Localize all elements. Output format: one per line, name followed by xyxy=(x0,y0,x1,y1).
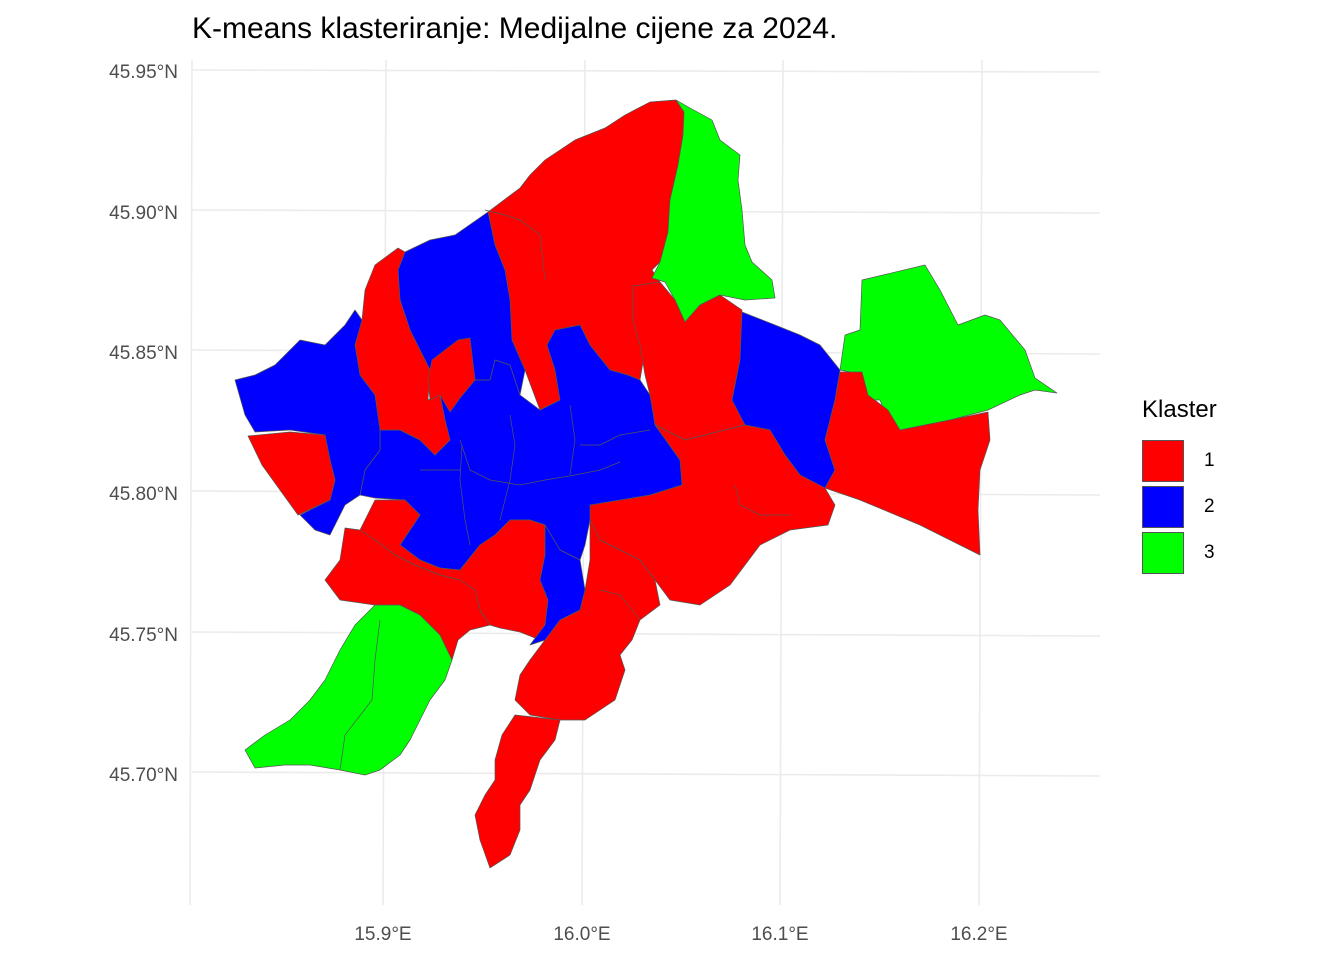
district-cluster-1[interactable] xyxy=(824,371,991,556)
lon-tick-label: 16.2°E xyxy=(950,924,1007,945)
district-boundaries xyxy=(339,209,790,771)
lat-tick-label: 45.75°N xyxy=(109,625,178,646)
longitude-tick-labels: 15.9°E 16.0°E 16.1°E 16.2°E xyxy=(354,924,1007,945)
district-cluster-3[interactable] xyxy=(839,264,1058,431)
lat-tick-label: 45.80°N xyxy=(109,484,178,505)
legend-title: Klaster xyxy=(1142,396,1217,423)
district-cluster-1[interactable] xyxy=(247,431,336,516)
legend-label: 1 xyxy=(1204,450,1215,471)
lon-tick-label: 16.0°E xyxy=(553,924,610,945)
legend-label: 3 xyxy=(1204,542,1215,563)
legend-item: 2 xyxy=(1142,484,1217,530)
legend-swatch xyxy=(1142,440,1184,482)
districts xyxy=(234,99,1058,869)
legend-item: 3 xyxy=(1142,530,1217,576)
lat-tick-label: 45.70°N xyxy=(109,765,178,786)
lat-tick-label: 45.85°N xyxy=(109,343,178,364)
legend-swatch xyxy=(1142,486,1184,528)
district-cluster-2[interactable] xyxy=(529,524,586,646)
lat-tick-label: 45.95°N xyxy=(109,62,178,83)
legend: Klaster 1 2 3 xyxy=(1142,396,1217,576)
district-cluster-3[interactable] xyxy=(244,604,453,776)
lon-tick-label: 15.9°E xyxy=(354,924,411,945)
legend-swatch xyxy=(1142,532,1184,574)
district-cluster-1[interactable] xyxy=(427,337,476,413)
district-cluster-1[interactable] xyxy=(324,527,491,661)
lat-tick-label: 45.90°N xyxy=(109,203,178,224)
lon-tick-label: 16.1°E xyxy=(751,924,808,945)
latitude-tick-labels: 45.95°N 45.90°N 45.85°N 45.80°N 45.75°N … xyxy=(109,62,178,786)
legend-label: 2 xyxy=(1204,496,1215,517)
map-title: K-means klasteriranje: Medijalne cijene … xyxy=(192,12,838,45)
district-cluster-1[interactable] xyxy=(474,714,561,869)
legend-item: 1 xyxy=(1142,438,1217,484)
